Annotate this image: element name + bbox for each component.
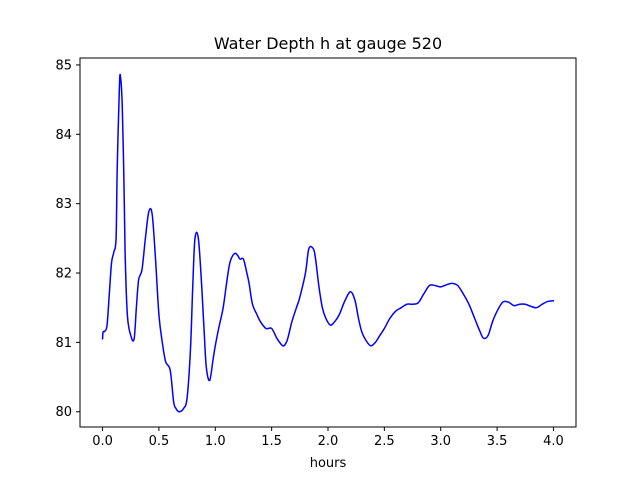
x-tick-label: 3.5 xyxy=(487,434,508,449)
x-tick-label: 2.5 xyxy=(374,434,395,449)
x-axis-label: hours xyxy=(310,456,347,471)
x-tick-label: 1.5 xyxy=(261,434,282,449)
y-axis: 80 81 82 83 84 85 xyxy=(55,58,80,420)
y-tick-label: 82 xyxy=(55,267,72,282)
plot-area xyxy=(79,57,577,428)
chart-title: Water Depth h at gauge 520 xyxy=(214,34,442,53)
x-tick-label: 4.0 xyxy=(543,434,564,449)
x-tick-label: 2.0 xyxy=(318,434,339,449)
y-tick-label: 83 xyxy=(55,197,72,212)
series-line xyxy=(101,73,555,413)
x-tick-label: 3.0 xyxy=(430,434,451,449)
x-tick-label: 1.0 xyxy=(205,434,226,449)
y-tick-label: 84 xyxy=(55,128,72,143)
y-tick-label: 81 xyxy=(55,336,72,351)
y-tick-label: 80 xyxy=(55,405,72,420)
x-tick-label: 0.0 xyxy=(92,434,113,449)
x-axis: 0.0 0.5 1.0 1.5 2.0 2.5 3.0 3.5 4.0 xyxy=(92,427,564,449)
axes-background xyxy=(80,58,576,427)
x-tick-label: 0.5 xyxy=(149,434,170,449)
y-tick-label: 85 xyxy=(55,58,72,73)
